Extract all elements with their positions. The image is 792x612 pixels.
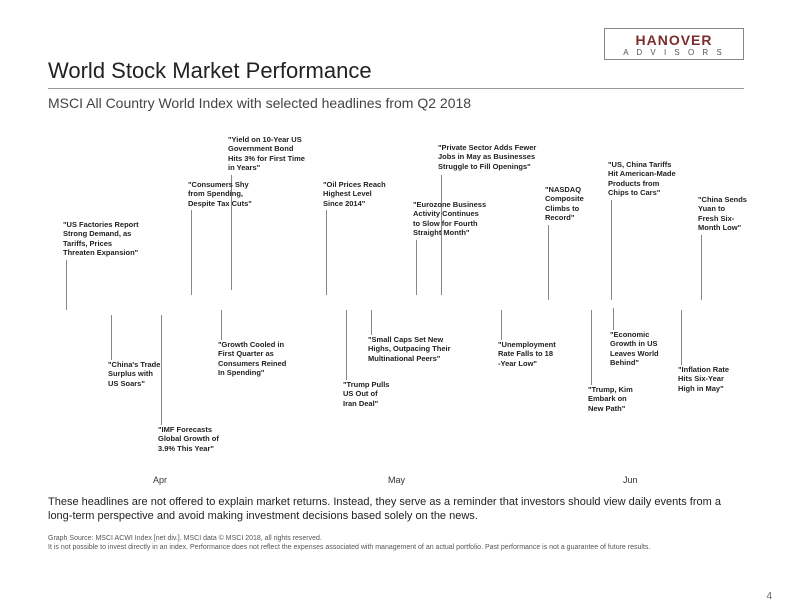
stem xyxy=(111,315,112,360)
stem xyxy=(591,310,592,385)
stem xyxy=(701,235,702,300)
headline-iran: "Trump Pulls US Out of Iran Deal" xyxy=(343,380,403,408)
stem xyxy=(66,260,67,310)
stem xyxy=(346,310,347,380)
axis-jun: Jun xyxy=(623,475,638,485)
page-number: 4 xyxy=(766,591,772,602)
stem xyxy=(191,210,192,295)
brand-logo: HANOVER A D V I S O R S xyxy=(604,28,744,60)
logo-sub-text: A D V I S O R S xyxy=(623,48,724,57)
stem xyxy=(681,310,682,365)
headline-small-caps: "Small Caps Set New Highs, Outpacing The… xyxy=(368,335,463,363)
stem xyxy=(501,310,502,340)
disclaimer-text: These headlines are not offered to expla… xyxy=(48,495,744,524)
stem xyxy=(326,210,327,295)
headline-consumers: "Consumers Shy from Spending, Despite Ta… xyxy=(188,180,268,208)
headline-trump-kim: "Trump, Kim Embark on New Path" xyxy=(588,385,648,413)
headline-chart: "Yield on 10-Year US Government Bond Hit… xyxy=(48,130,744,510)
headline-eurozone: "Eurozone Business Activity Continues to… xyxy=(413,200,498,238)
page-subtitle: MSCI All Country World Index with select… xyxy=(48,95,471,111)
headline-inflation: "Inflation Rate Hits Six-Year High in Ma… xyxy=(678,365,743,393)
axis-may: May xyxy=(388,475,405,485)
headline-factories: "US Factories Report Strong Demand, as T… xyxy=(63,220,153,258)
headline-private-sector: "Private Sector Adds Fewer Jobs in May a… xyxy=(438,143,548,171)
stem xyxy=(613,308,614,330)
headline-yield: "Yield on 10-Year US Government Bond Hit… xyxy=(228,135,318,173)
axis-apr: Apr xyxy=(153,475,167,485)
headline-tariffs: "US, China Tariffs Hit American-Made Pro… xyxy=(608,160,693,198)
stem xyxy=(611,200,612,300)
stem xyxy=(548,225,549,300)
headline-unemployment: "Unemployment Rate Falls to 18 -Year Low… xyxy=(498,340,573,368)
headline-oil: "Oil Prices Reach Highest Level Since 20… xyxy=(323,180,398,208)
stem xyxy=(161,315,162,425)
headline-economic-growth: "Economic Growth in US Leaves World Behi… xyxy=(610,330,675,368)
headline-imf: "IMF Forecasts Global Growth of 3.9% Thi… xyxy=(158,425,238,453)
source-text: Graph Source: MSCI ACWI Index [net div.]… xyxy=(48,534,732,552)
stem xyxy=(416,240,417,295)
stem xyxy=(371,310,372,335)
logo-main-text: HANOVER xyxy=(635,32,712,48)
stem xyxy=(221,310,222,340)
headline-growth-cooled: "Growth Cooled in First Quarter as Consu… xyxy=(218,340,303,378)
headline-yuan: "China Sends Yuan to Fresh Six- Month Lo… xyxy=(698,195,753,233)
page-title: World Stock Market Performance xyxy=(48,58,372,84)
headline-china-surplus: "China's Trade Surplus with US Soars" xyxy=(108,360,173,388)
title-rule xyxy=(48,88,744,89)
headline-nasdaq: "NASDAQ Composite Climbs to Record" xyxy=(545,185,600,223)
